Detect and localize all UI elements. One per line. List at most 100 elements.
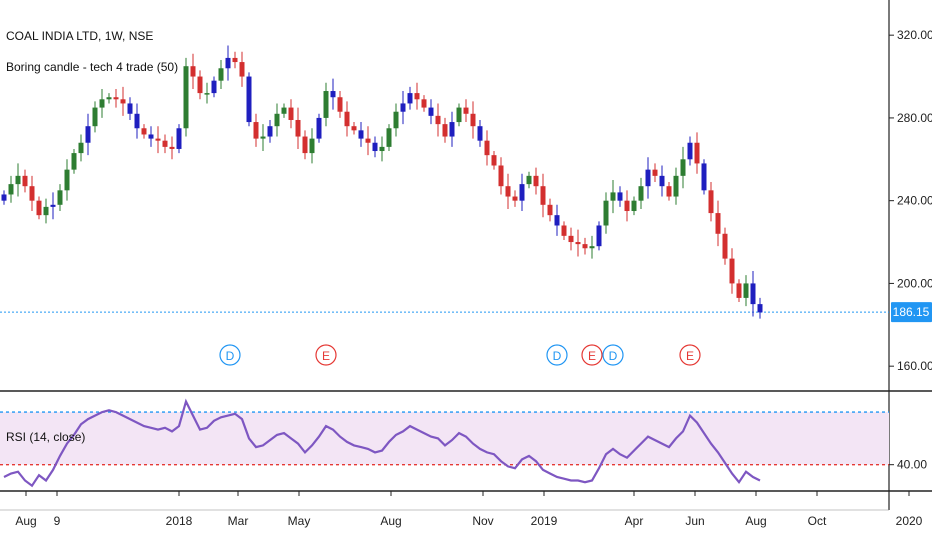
candle-body <box>533 175 539 187</box>
candle-body <box>589 246 595 249</box>
candle-body <box>407 93 413 104</box>
price-axis-ticks: 160.00 200.00 240.00 280.00 320.00 <box>889 28 932 373</box>
candle-body <box>323 91 329 118</box>
earnings-marker-label: E <box>686 349 694 363</box>
time-tick-label: Mar <box>228 514 249 528</box>
candle-body <box>29 186 35 201</box>
candle-body <box>1 194 7 201</box>
candle-body <box>253 122 259 139</box>
rsi-line <box>3 398 761 488</box>
candle-body <box>148 134 154 139</box>
candle-body <box>64 169 70 191</box>
candle-body <box>309 138 315 154</box>
candle-body <box>141 128 147 135</box>
candle-body <box>729 258 735 284</box>
time-tick-label: 9 <box>54 514 61 528</box>
candle-body <box>358 130 364 139</box>
candle-body <box>344 111 350 127</box>
candle-body <box>694 142 700 164</box>
time-tick-label: Aug <box>745 514 766 528</box>
candle-body <box>645 169 651 187</box>
candle-body <box>449 122 455 137</box>
candle-body <box>428 107 434 116</box>
candle-body <box>687 142 693 160</box>
candle-body <box>316 117 322 139</box>
candle-body <box>484 140 490 156</box>
candle-body <box>211 80 217 94</box>
candle-body <box>442 124 448 137</box>
candle-body <box>330 91 336 98</box>
candle-body <box>169 146 175 149</box>
candle-body <box>260 136 266 139</box>
candle-body <box>113 97 119 100</box>
candle-body <box>498 165 504 187</box>
candle-body <box>78 142 84 154</box>
time-tick-label: Nov <box>472 514 493 528</box>
candle-body <box>22 175 28 187</box>
time-tick-label: Apr <box>625 514 644 528</box>
candle-body <box>288 107 294 120</box>
dividend-marker-ring <box>219 344 241 366</box>
candle-body <box>624 200 630 212</box>
price-tick-label: 320.00 <box>897 28 932 42</box>
price-tick-label: 280.00 <box>897 111 932 125</box>
candle-body <box>85 126 91 143</box>
price-tick-label: 160.00 <box>897 359 932 373</box>
candle-body <box>400 103 406 112</box>
indicator-title: Boring candle - tech 4 trade (50) <box>6 60 178 74</box>
candlestick-series <box>1 45 763 319</box>
last-price-label-bg <box>891 302 932 323</box>
time-tick-label: May <box>288 514 311 528</box>
earnings-marker-ring <box>581 344 603 366</box>
time-tick-label: Jun <box>685 514 704 528</box>
time-tick-label: 2018 <box>166 514 193 528</box>
candle-body <box>57 190 63 205</box>
candle-body <box>232 57 238 63</box>
candle-body <box>715 213 721 234</box>
candle-body <box>540 186 546 205</box>
candle-body <box>225 57 231 69</box>
last-price-label: 186.15 <box>893 305 930 319</box>
candle-body <box>204 93 210 95</box>
rsi-band <box>0 412 889 465</box>
candle-body <box>470 113 476 127</box>
candle-body <box>120 99 126 104</box>
candle-body <box>722 233 728 259</box>
candle-body <box>197 76 203 94</box>
candle-body <box>337 97 343 112</box>
time-axis: Aug 9 2018 Mar May Aug Nov 2019 Apr Jun Aug Oct 2020 <box>15 491 923 528</box>
candle-body <box>561 225 567 236</box>
candle-body <box>190 66 196 77</box>
candle-body <box>106 97 112 100</box>
candle-body <box>162 140 168 147</box>
candle-body <box>701 163 707 191</box>
candle-body <box>526 175 532 185</box>
time-tick-label: Aug <box>380 514 401 528</box>
time-tick-label: Aug <box>15 514 36 528</box>
candle-body <box>155 138 161 141</box>
candle-body <box>736 283 742 298</box>
dividend-marker-label: D <box>553 349 562 363</box>
earnings-marker-ring <box>315 344 337 366</box>
candle-body <box>414 93 420 100</box>
candle-body <box>246 76 252 123</box>
candle-body <box>456 107 462 123</box>
candle-body <box>435 115 441 125</box>
candle-body <box>708 190 714 214</box>
candle-body <box>491 155 497 166</box>
candle-body <box>505 186 511 197</box>
candle-body <box>519 184 525 201</box>
rsi-tick-label: 40.00 <box>897 458 927 472</box>
candle-body <box>15 175 21 185</box>
time-tick-label: Oct <box>808 514 827 528</box>
candle-body <box>617 192 623 201</box>
rsi-axis-ticks: 40.00 <box>889 458 927 472</box>
candle-body <box>547 204 553 216</box>
candle-body <box>554 215 560 226</box>
symbol-title: COAL INDIA LTD, 1W, NSE <box>6 29 153 43</box>
rsi-label: RSI (14, close) <box>6 430 85 444</box>
candle-body <box>421 99 427 108</box>
candle-body <box>652 169 658 176</box>
candle-body <box>372 142 378 152</box>
